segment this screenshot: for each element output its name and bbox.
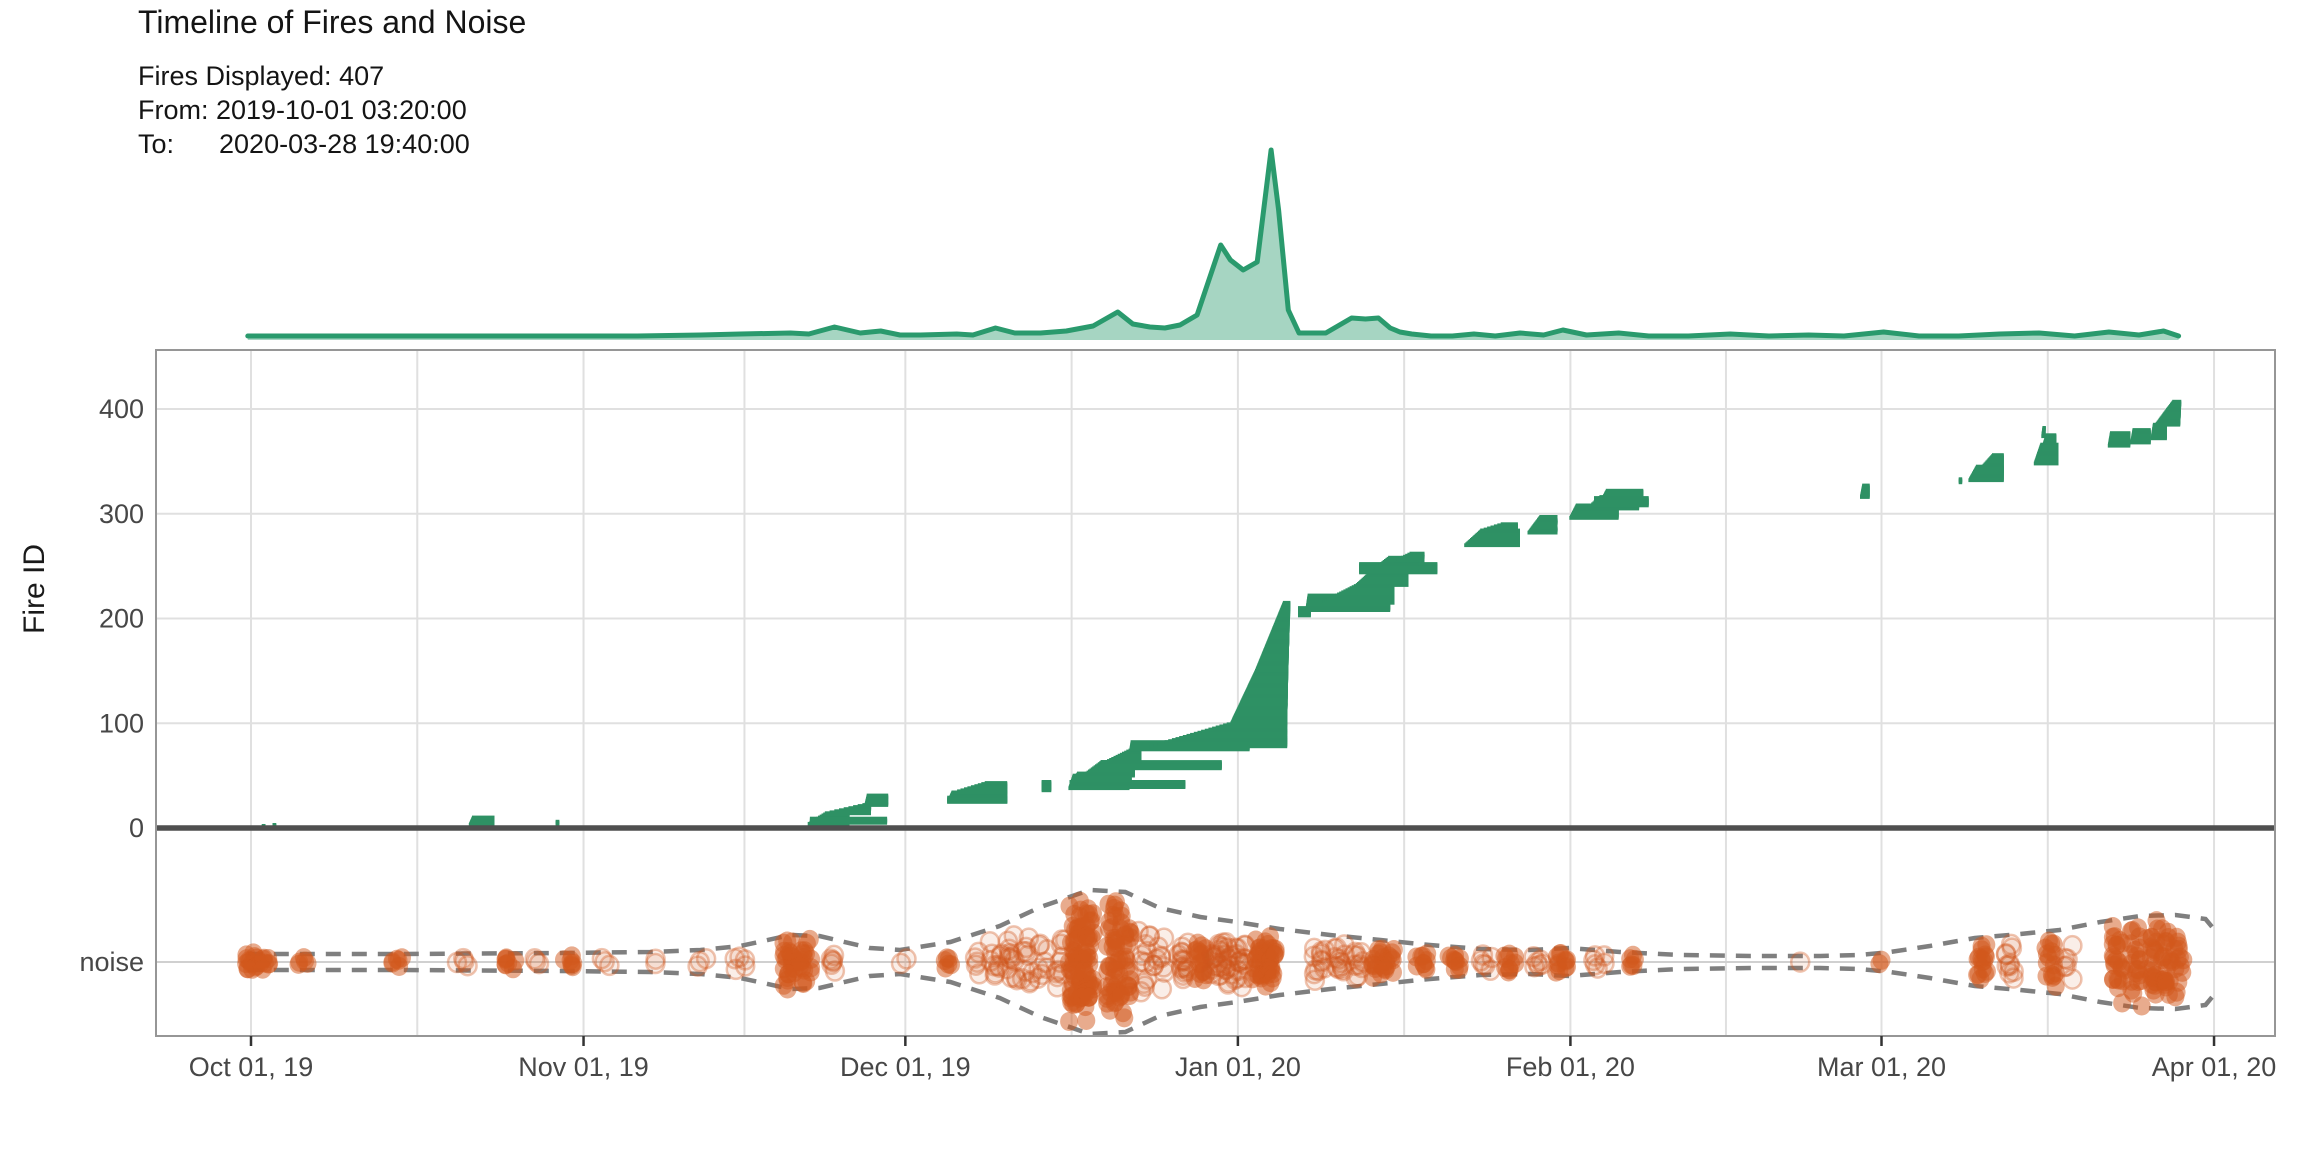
x-tick-label: Feb 01, 20 [1506,1052,1635,1082]
x-tick-label: Mar 01, 20 [1817,1052,1946,1082]
x-tick-label: Jan 01, 20 [1175,1052,1301,1082]
chart-title: Timeline of Fires and Noise [138,4,527,40]
fire-id-axis-title: Fire ID [18,544,51,634]
subtitle-to: To: 2020-03-28 19:40:00 [138,129,470,159]
x-tick-label: Apr 01, 20 [2152,1052,2277,1082]
y-axis-fire: 0 100 200 300 400 noise [79,394,144,977]
density-curve [245,147,2182,340]
y-tick-label: 200 [99,604,144,634]
gridlines [156,350,2275,1036]
fire-bars [261,399,2182,829]
noise-dots [237,891,2193,1031]
subtitle-fires-displayed: Fires Displayed: 407 [138,61,385,91]
subtitle-from: From: 2019-10-01 03:20:00 [138,95,467,125]
y-tick-label: 300 [99,499,144,529]
y-tick-label: 100 [99,708,144,738]
y-tick-label: 0 [129,813,144,843]
x-axis: Oct 01, 19 Nov 01, 19 Dec 01, 19 Jan 01, 20… [189,1036,2277,1082]
x-tick-label: Nov 01, 19 [518,1052,649,1082]
x-tick-label: Oct 01, 19 [189,1052,314,1082]
noise-row-label: noise [79,947,144,977]
chart-header: Timeline of Fires and Noise Fires Displa… [138,0,526,161]
y-tick-label: 400 [99,394,144,424]
panel-border [155,349,2276,1037]
x-tick-label: Dec 01, 19 [840,1052,971,1082]
